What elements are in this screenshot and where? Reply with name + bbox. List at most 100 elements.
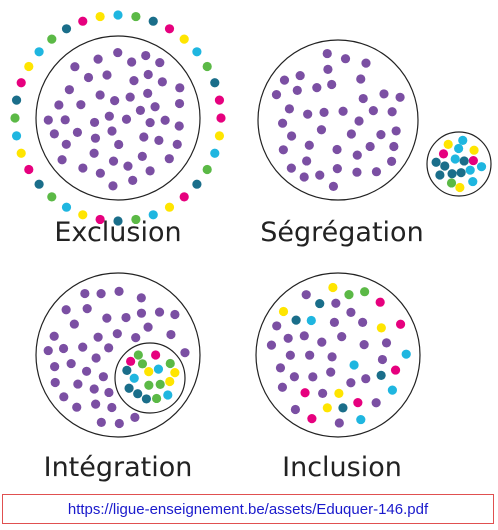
person-dot <box>76 100 86 110</box>
person-dot <box>210 78 220 88</box>
person-dot <box>93 332 103 342</box>
person-dot <box>43 345 53 356</box>
person-dot <box>141 50 151 61</box>
person-dot <box>174 121 184 131</box>
person-dot <box>130 412 140 422</box>
person-dot <box>214 95 225 105</box>
person-dot <box>78 210 88 220</box>
person-dot <box>292 85 302 95</box>
person-dot <box>322 403 332 413</box>
person-dot <box>91 399 101 409</box>
person-dot <box>59 392 69 402</box>
person-dot <box>143 69 153 80</box>
person-dot <box>113 216 123 226</box>
person-dot <box>157 77 167 87</box>
person-dot <box>389 141 399 152</box>
person-dot <box>283 333 293 343</box>
person-dot <box>376 130 386 140</box>
person-dot <box>155 379 165 390</box>
person-dot <box>275 363 286 373</box>
person-dot <box>122 365 132 375</box>
person-dot <box>24 61 34 72</box>
person-dot <box>165 358 175 369</box>
person-dot <box>266 340 277 350</box>
label: Intégration <box>44 452 193 483</box>
person-dot <box>375 297 385 307</box>
integration-circle <box>35 272 201 438</box>
person-dot <box>96 289 106 299</box>
person-dot <box>438 149 449 159</box>
person-dot <box>43 115 53 125</box>
person-dot <box>361 374 371 384</box>
person-dot <box>387 107 397 117</box>
person-dot <box>93 54 103 64</box>
person-dot <box>368 106 378 116</box>
person-dot <box>458 135 468 146</box>
person-dot <box>110 96 120 106</box>
person-dot <box>315 170 325 180</box>
person-dot <box>49 331 59 341</box>
label: Exclusion <box>54 217 181 248</box>
person-dot <box>337 332 347 342</box>
person-dot <box>121 114 132 124</box>
person-dot <box>163 390 173 400</box>
person-dot <box>354 116 364 126</box>
person-dot <box>104 111 114 121</box>
person-dot <box>11 131 22 141</box>
person-dot <box>180 348 190 358</box>
person-dot <box>83 72 94 83</box>
person-dot <box>290 404 301 415</box>
person-dot <box>278 306 289 317</box>
person-dot <box>323 64 333 75</box>
person-dot <box>316 125 327 135</box>
person-dot <box>329 317 340 327</box>
person-dot <box>133 350 143 360</box>
dots <box>10 10 487 429</box>
person-dot <box>164 202 175 212</box>
person-dot <box>278 145 288 155</box>
source-link[interactable]: https://ligue-enseignement.be/assets/Edu… <box>2 494 494 524</box>
person-dot <box>131 333 141 343</box>
person-dot <box>104 343 114 353</box>
person-dot <box>108 156 119 166</box>
person-dot <box>128 175 138 186</box>
person-dot <box>306 315 316 326</box>
person-dot <box>126 356 136 366</box>
person-dot <box>72 402 82 412</box>
person-dot <box>133 389 143 399</box>
person-dot <box>301 290 311 300</box>
person-dot <box>304 140 314 150</box>
person-dot <box>154 135 164 145</box>
person-dot <box>34 179 44 189</box>
person-dot <box>164 24 175 34</box>
person-dot <box>476 162 487 172</box>
person-dot <box>70 62 80 72</box>
person-dot <box>113 47 123 58</box>
person-dot <box>443 139 453 149</box>
person-dot <box>91 353 101 363</box>
person-dot <box>349 360 359 370</box>
person-dot <box>78 163 88 173</box>
person-dot <box>456 168 466 178</box>
person-dot <box>279 75 290 85</box>
person-dot <box>376 370 386 380</box>
person-dot <box>291 315 301 325</box>
person-dot <box>302 156 312 166</box>
person-dot <box>136 308 147 318</box>
person-dot <box>344 290 354 300</box>
person-dot <box>95 214 105 225</box>
person-dot <box>143 88 153 99</box>
person-dot <box>327 79 337 90</box>
person-dot <box>179 192 189 202</box>
person-dot <box>112 329 122 339</box>
person-dot <box>61 202 72 212</box>
person-dot <box>127 57 137 67</box>
person-dot <box>307 413 317 424</box>
person-dot <box>312 83 322 93</box>
person-dot <box>299 331 309 341</box>
person-dot <box>16 148 26 158</box>
person-dot <box>352 167 362 177</box>
person-dot <box>78 16 88 26</box>
person-dot <box>371 167 382 177</box>
person-dot <box>216 113 226 123</box>
